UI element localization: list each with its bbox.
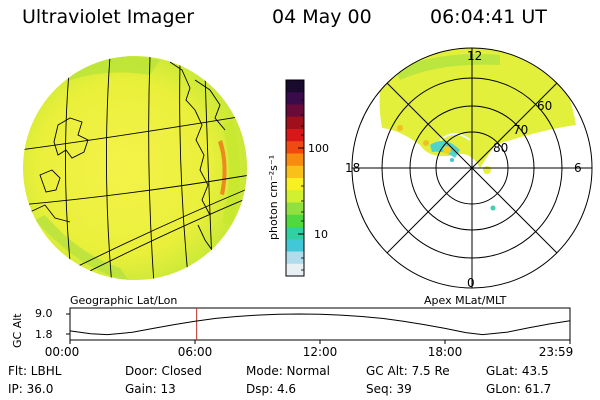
colorbar: 100 10 photon cm⁻²s⁻¹ (267, 79, 329, 277)
mlt-label-0: 0 (467, 276, 475, 290)
colorbar-band (286, 129, 304, 142)
mlt-label-12: 12 (467, 49, 482, 63)
colorbar-band (286, 227, 304, 240)
right-panel-label: Apex MLat/MLT (424, 294, 507, 307)
colorbar-tick-100: 100 (308, 142, 329, 155)
colorbar-gradient (286, 80, 304, 277)
left-panel-label: Geographic Lat/Lon (70, 294, 177, 307)
mlt-label-6: 6 (574, 161, 582, 175)
mlat-label-60: 60 (537, 99, 552, 113)
altitude-xtick-label-4: 23:59 (539, 345, 574, 359)
colorbar-band (286, 92, 304, 106)
altitude-xtick-label-2: 12:00 (303, 345, 338, 359)
colorbar-band (286, 104, 304, 118)
info-dsp: Dsp: 4.6 (246, 382, 297, 396)
colorbar-band (286, 165, 304, 179)
altitude-xticks (69, 340, 571, 344)
colorbar-band (286, 239, 304, 253)
colorbar-band (286, 116, 304, 130)
altitude-ytick-1-8: 1.8 (35, 328, 53, 341)
altitude-ytick-9: 9.0 (35, 307, 53, 320)
altitude-xtick-label-1: 06:00 (178, 345, 213, 359)
earth-image (23, 56, 247, 280)
colorbar-band (286, 214, 304, 228)
info-glat: GLat: 43.5 (486, 364, 549, 378)
info-door: Door: Closed (125, 364, 202, 378)
altitude-plot-frame (69, 307, 571, 341)
date-label: 04 May 00 (272, 6, 372, 28)
colorbar-band (286, 202, 304, 216)
altitude-ylabel: GC Alt (11, 313, 24, 348)
mlat-label-80: 80 (493, 141, 508, 155)
instrument-title: Ultraviolet Imager (22, 6, 195, 28)
colorbar-band (286, 80, 304, 93)
altitude-xtick-label-3: 18:00 (428, 345, 463, 359)
info-glon: GLon: 61.7 (486, 382, 552, 396)
colorbar-band (286, 251, 304, 265)
time-label: 06:04:41 UT (430, 6, 547, 28)
mlat-label-70: 70 (513, 123, 528, 137)
altitude-series-line (69, 313, 571, 336)
altitude-plot: GC Alt 9.0 1.8 00:00 06:00 12:00 18:00 2… (11, 307, 573, 359)
colorbar-band (286, 153, 304, 167)
info-mode: Mode: Normal (246, 364, 330, 378)
info-gc-alt: GC Alt: 7.5 Re (366, 364, 450, 378)
colorbar-band (286, 263, 304, 277)
mlt-label-18: 18 (345, 161, 360, 175)
polar-plot: 12 18 6 0 60 70 80 (345, 47, 593, 290)
info-gain: Gain: 13 (125, 382, 176, 396)
colorbar-unit-label: photon cm⁻²s⁻¹ (267, 155, 280, 240)
colorbar-band (286, 141, 304, 155)
colorbar-band (286, 190, 304, 204)
info-filter: Flt: LBHL (8, 364, 62, 378)
altitude-xtick-label-0: 00:00 (45, 345, 80, 359)
info-ip: IP: 36.0 (8, 382, 54, 396)
info-seq: Seq: 39 (366, 382, 412, 396)
colorbar-tick-10: 10 (314, 228, 328, 241)
colorbar-band (286, 178, 304, 191)
